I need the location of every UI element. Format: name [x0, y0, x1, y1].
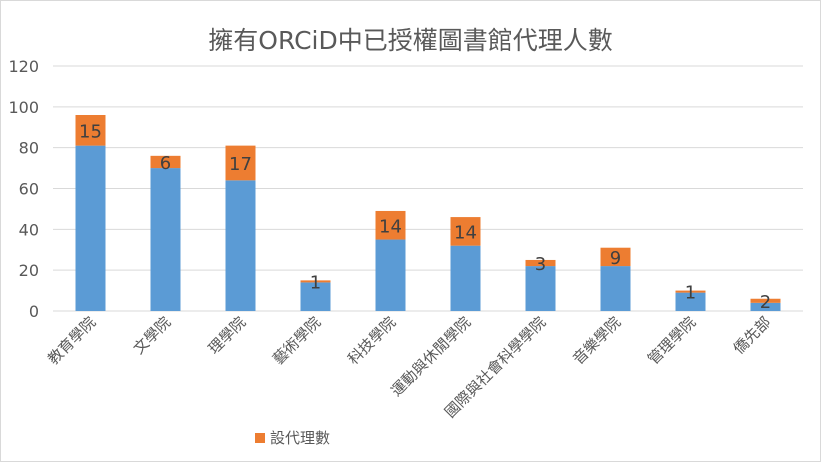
data-label: 3 — [535, 254, 546, 275]
bar-proxy-segment — [450, 217, 481, 246]
bar-base-segment — [300, 282, 331, 311]
x-tick-label: 教育學院 — [44, 313, 99, 368]
data-label: 6 — [160, 153, 171, 174]
data-label: 15 — [79, 121, 102, 142]
bar-proxy-segment — [375, 210, 406, 240]
x-tick-label: 科技學院 — [344, 313, 399, 368]
x-tick-label: 藝術學院 — [269, 313, 324, 368]
bar-base-segment — [675, 292, 706, 311]
bar-proxy-segment — [675, 290, 706, 293]
bar-proxy-segment — [150, 155, 181, 169]
bar-base-segment — [600, 266, 631, 311]
x-tick-label: 僑先部 — [730, 313, 775, 358]
y-tick-label: 60 — [19, 180, 39, 199]
bar-proxy-segment — [75, 115, 106, 146]
bar-proxy-segment — [225, 145, 256, 181]
x-tick-label: 理學院 — [205, 313, 250, 358]
data-label: 2 — [760, 292, 771, 313]
y-tick-label: 100 — [8, 98, 39, 117]
bar-base-segment — [525, 266, 556, 311]
legend-swatch — [255, 432, 265, 443]
x-tick-label: 音樂學院 — [569, 313, 624, 368]
bar-base-segment — [750, 302, 781, 311]
y-tick-label: 20 — [19, 261, 39, 280]
data-label: 14 — [454, 222, 477, 243]
y-tick-label: 80 — [19, 139, 39, 158]
x-tick-label: 文學院 — [130, 313, 175, 358]
bar-proxy-segment — [750, 298, 781, 303]
bar-base-segment — [150, 168, 181, 311]
legend: 設代理數 — [255, 427, 330, 448]
chart-title: 擁有ORCiD中已授權圖書館代理人數 — [208, 26, 613, 55]
bar-proxy-segment — [600, 247, 631, 267]
bar-base-segment — [450, 245, 481, 311]
y-tick-label: 120 — [8, 57, 39, 76]
bar-base-segment — [75, 145, 106, 311]
legend-label: 設代理數 — [270, 429, 331, 447]
data-label: 1 — [310, 272, 321, 293]
data-label: 14 — [379, 216, 402, 237]
data-label: 17 — [229, 154, 252, 175]
data-label: 9 — [610, 248, 621, 269]
y-tick-label: 0 — [29, 302, 39, 321]
bar-base-segment — [225, 180, 256, 311]
x-tick-label: 管理學院 — [644, 313, 699, 368]
data-label: 1 — [685, 283, 696, 304]
bar-base-segment — [375, 239, 406, 311]
bar-proxy-segment — [525, 259, 556, 267]
y-tick-label: 40 — [19, 220, 39, 239]
bar-proxy-segment — [300, 280, 331, 283]
